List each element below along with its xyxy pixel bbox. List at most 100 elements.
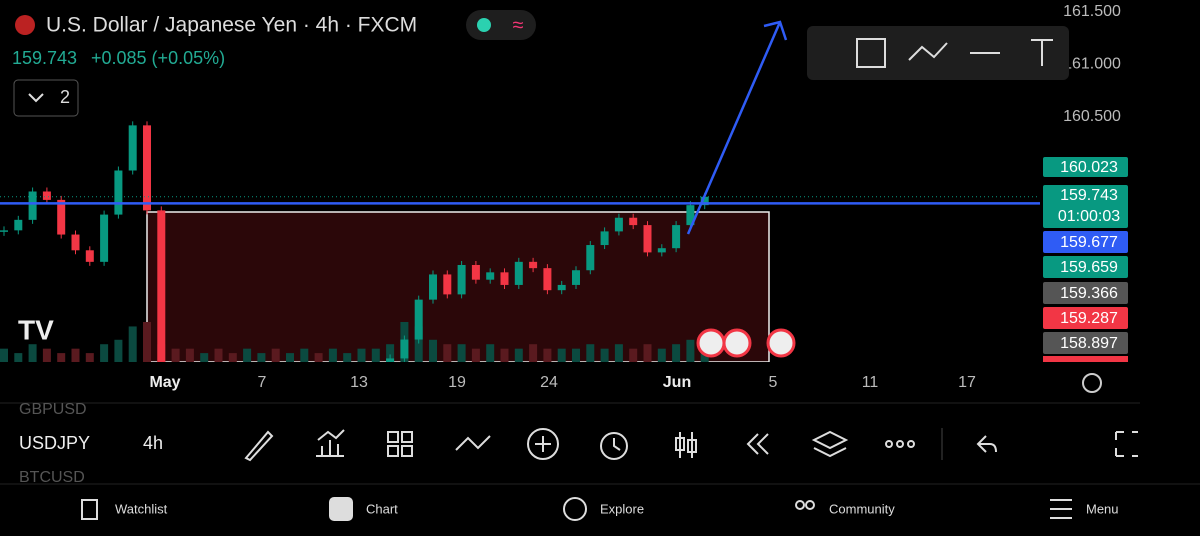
y-tick-label: 161.000 (1063, 56, 1121, 73)
volume-bar (514, 348, 523, 362)
add-button[interactable] (527, 428, 559, 460)
overlay: U.S. Dollar / Japanese Yen · 4h · FXCM ≈… (0, 10, 1200, 521)
volume-bar (214, 348, 223, 362)
indicators-button[interactable] (316, 429, 345, 457)
candle (85, 250, 94, 262)
x-tick-label: 13 (350, 374, 368, 391)
volume-bar (143, 322, 151, 362)
volume-bar (643, 344, 652, 362)
candle (128, 125, 137, 171)
volume-bar (386, 344, 395, 362)
volume-bar (0, 348, 8, 362)
event-flag[interactable] (766, 328, 796, 358)
candle (443, 274, 452, 295)
volume-bar (500, 348, 509, 362)
candle (572, 270, 580, 285)
replay-button[interactable] (746, 433, 769, 455)
candle (514, 261, 523, 285)
draw-button[interactable] (244, 430, 274, 462)
volume-bar (271, 348, 280, 362)
volume-bar (572, 348, 580, 362)
drawing-tools (856, 38, 1053, 68)
volume-bar (14, 353, 23, 362)
volume-bar (171, 348, 180, 362)
rect-tool[interactable] (856, 38, 886, 68)
volume-bar (600, 348, 609, 362)
price-label-box (1043, 307, 1128, 329)
nav-item[interactable]: Menu (1086, 501, 1119, 516)
volume-bar (286, 353, 294, 362)
y-tick-label: 161.500 (1063, 3, 1121, 20)
symbol[interactable]: USDJPY (19, 433, 90, 453)
candle (614, 217, 623, 232)
watchlist-icon[interactable] (81, 499, 98, 520)
event-flag[interactable] (722, 328, 752, 358)
interval[interactable]: 4h (143, 433, 163, 453)
candle (14, 219, 23, 231)
x-tick-label: 24 (540, 374, 558, 391)
fullscreen-button[interactable] (1115, 431, 1138, 457)
settings-button[interactable] (1082, 373, 1102, 393)
volume-bar (457, 344, 466, 362)
x-tick-label: 17 (958, 374, 976, 391)
nav-item[interactable]: Community (829, 501, 895, 516)
alert-button[interactable] (600, 432, 628, 460)
price-change: +0.085 (+0.05%) (91, 48, 225, 68)
x-tick-label: May (149, 374, 180, 391)
layout-button[interactable] (387, 431, 399, 443)
text-tool[interactable] (1031, 39, 1053, 66)
chart-icon[interactable] (329, 497, 353, 521)
watch-symbol[interactable]: GBPUSD (19, 401, 87, 418)
explore-icon[interactable] (563, 497, 587, 521)
x-tick-label: 7 (258, 374, 267, 391)
more-button[interactable] (885, 440, 893, 448)
symbol-title: U.S. Dollar / Japanese Yen · 4h · FXCM (46, 14, 417, 37)
volume-bar (257, 353, 266, 362)
volume-bar (328, 348, 337, 362)
price-label-box (1043, 282, 1128, 304)
volume-bar (586, 344, 595, 362)
volume-bar (629, 348, 638, 362)
candle (686, 205, 695, 226)
volume-bar (42, 348, 51, 362)
community-icon[interactable] (795, 500, 805, 510)
candle (471, 264, 480, 280)
layers-button[interactable] (811, 430, 849, 458)
volume-bar (71, 348, 80, 362)
volume-bar (414, 326, 423, 362)
candle (600, 231, 609, 246)
price-label: 160.023 (1060, 159, 1118, 176)
candle (414, 299, 423, 340)
menu-icon[interactable] (1050, 499, 1072, 519)
volume-bar (529, 344, 538, 362)
volume-bar (28, 344, 37, 362)
candle (543, 268, 552, 291)
candle (629, 217, 638, 226)
compare-button[interactable] (455, 435, 491, 451)
event-flag[interactable] (696, 328, 726, 358)
price-label-box (1043, 256, 1128, 278)
price-label-box (1043, 157, 1128, 177)
candle (657, 248, 666, 253)
volume-bar (471, 348, 480, 362)
nav-item[interactable]: Watchlist (115, 501, 168, 516)
candles-button[interactable] (679, 432, 693, 458)
candle (143, 125, 151, 211)
indicators-toggle[interactable] (13, 79, 79, 117)
flag-icon (15, 15, 35, 35)
path-tool[interactable] (908, 42, 948, 61)
volume-bar (371, 348, 380, 362)
x-tick-label: 5 (769, 374, 778, 391)
last-price: 159.743 (12, 48, 77, 68)
candle (529, 261, 538, 269)
volume-bar (486, 344, 495, 362)
nav-item[interactable]: Explore (600, 501, 644, 516)
candle (557, 284, 566, 291)
watch-symbol[interactable]: BTCUSD (19, 469, 85, 486)
nav-item[interactable]: Chart (366, 501, 398, 516)
price-label: 159.287 (1060, 310, 1118, 327)
undo-button[interactable] (976, 435, 997, 453)
price-label: 159.366 (1060, 285, 1118, 302)
volume-bar (57, 353, 66, 362)
